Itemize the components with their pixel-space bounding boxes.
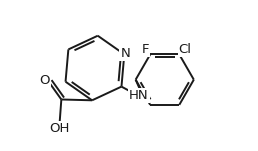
Text: HN: HN [129, 89, 149, 102]
Text: Cl: Cl [179, 43, 192, 56]
Text: N: N [120, 47, 130, 60]
Text: OH: OH [50, 122, 70, 135]
Text: O: O [39, 74, 50, 87]
Text: F: F [142, 43, 149, 56]
